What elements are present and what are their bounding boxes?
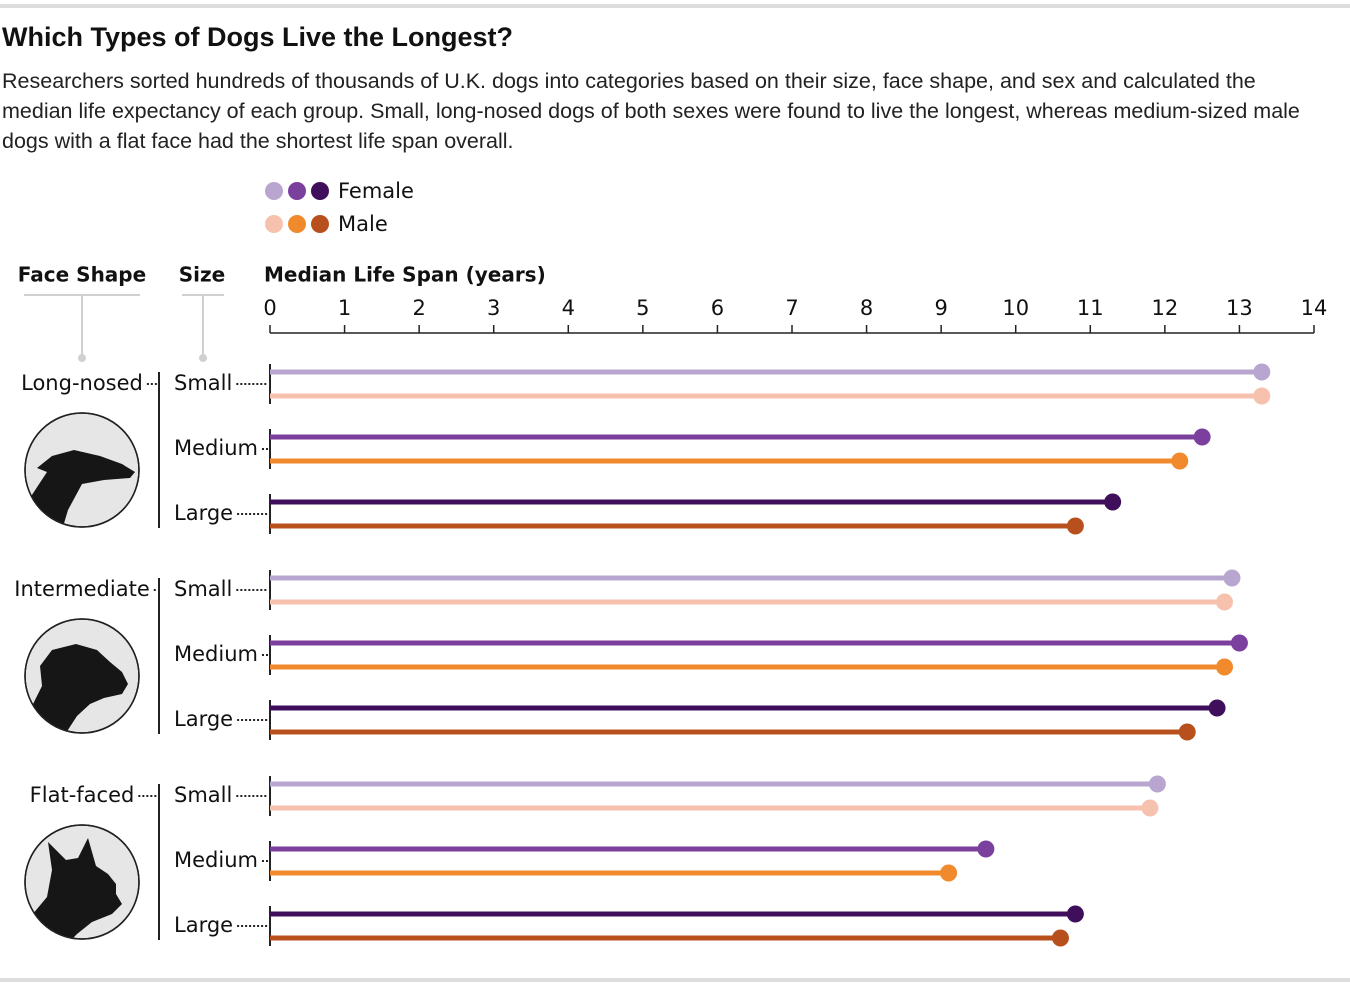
size-header: Size [179, 263, 225, 287]
face-shape-label: Flat-faced [30, 783, 135, 807]
lollipop-dot [1051, 929, 1069, 947]
size-label: Medium [174, 642, 258, 666]
lollipop-dot [1178, 723, 1196, 741]
lollipop-dot [1066, 905, 1084, 923]
x-tick-label: 14 [1301, 296, 1328, 320]
x-tick-label: 11 [1077, 296, 1104, 320]
size-label: Large [174, 707, 233, 731]
lollipop-dot [1230, 634, 1248, 652]
lollipop-dot [977, 840, 995, 858]
lollipop-dot [940, 864, 958, 882]
chart-subtitle: Researchers sorted hundreds of thousands… [2, 69, 1300, 153]
x-tick-label: 13 [1226, 296, 1253, 320]
x-tick-label: 4 [562, 296, 575, 320]
dog-silhouette [25, 838, 122, 939]
dog-silhouette [25, 450, 135, 527]
x-tick-label: 6 [711, 296, 724, 320]
lollipop-dot [1104, 493, 1122, 511]
icon-outline [24, 618, 140, 734]
lollipop-dot [1148, 775, 1166, 793]
lollipop-dot [1216, 593, 1234, 611]
size-label: Medium [174, 848, 258, 872]
x-axis-label: Median Life Span (years) [264, 263, 546, 287]
legend-label: Male [338, 212, 388, 236]
dog-icon [24, 824, 140, 940]
lollipop-dot [1066, 517, 1084, 535]
x-tick-label: 3 [487, 296, 500, 320]
size-label: Small [174, 577, 232, 601]
size-label: Large [174, 913, 233, 937]
x-tick-label: 9 [934, 296, 947, 320]
x-tick-label: 5 [636, 296, 649, 320]
dog-silhouette [25, 644, 128, 733]
legend-swatch [265, 182, 283, 200]
legend-swatch [288, 215, 306, 233]
x-tick-label: 8 [860, 296, 873, 320]
icon-outline [24, 824, 140, 940]
size-label: Medium [174, 436, 258, 460]
legend-swatch [288, 182, 306, 200]
x-tick-label: 2 [412, 296, 425, 320]
legend-swatch [311, 182, 329, 200]
face-shape-label: Intermediate [14, 577, 150, 601]
face-shape-label: Long-nosed [21, 371, 143, 395]
header-guides [24, 294, 224, 362]
dog-icon [24, 618, 140, 734]
legend-label: Female [338, 179, 414, 203]
icon-outline [24, 412, 140, 528]
size-label: Large [174, 501, 233, 525]
lollipop-dot [1171, 452, 1189, 470]
x-tick-label: 12 [1151, 296, 1178, 320]
chart-title: Which Types of Dogs Live the Longest? [2, 22, 514, 52]
size-label: Small [174, 371, 232, 395]
lollipop-dot [1216, 658, 1234, 676]
lollipop-dot [1141, 799, 1159, 817]
legend-swatch [265, 215, 283, 233]
x-tick-label: 7 [785, 296, 798, 320]
x-tick-label: 10 [1002, 296, 1029, 320]
face-shape-header: Face Shape [18, 263, 146, 287]
dog-icon [24, 412, 140, 528]
x-tick-label: 0 [263, 296, 276, 320]
lollipop-dot [1223, 569, 1241, 587]
lollipop-dot [1208, 699, 1226, 717]
size-label: Small [174, 783, 232, 807]
lollipop-dot [1193, 428, 1211, 446]
lollipop-dot [1253, 363, 1271, 381]
lollipop-dot [1253, 387, 1271, 405]
x-tick-label: 1 [338, 296, 351, 320]
legend-swatch [311, 215, 329, 233]
